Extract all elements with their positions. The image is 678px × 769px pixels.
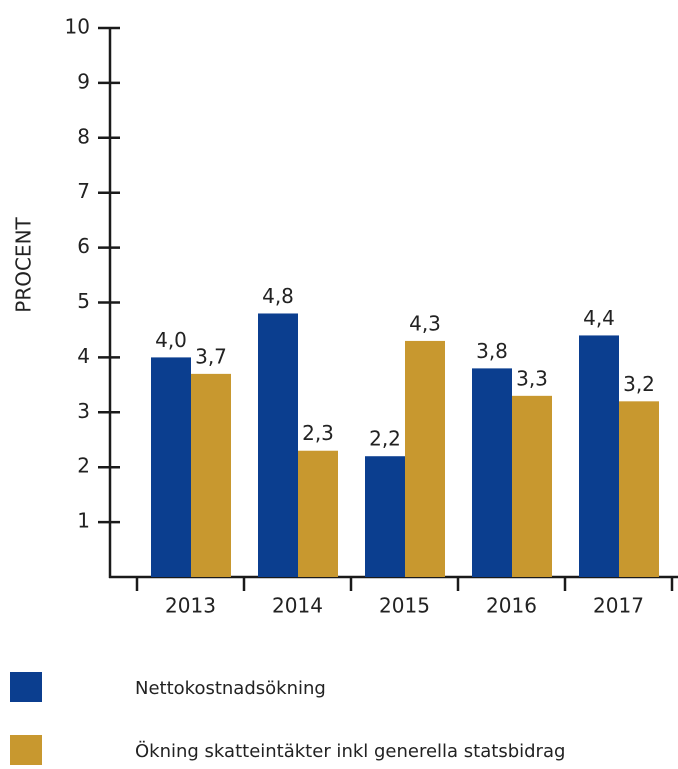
value-label: 2,2 — [369, 427, 401, 451]
legend-swatch — [10, 735, 42, 765]
y-tick-label: 10 — [65, 15, 90, 39]
x-tick-label: 2013 — [165, 594, 216, 618]
x-tick-label: 2016 — [486, 594, 537, 618]
bar — [579, 335, 619, 577]
y-tick-label: 1 — [77, 509, 90, 533]
value-label: 4,8 — [262, 284, 294, 308]
value-label: 4,4 — [583, 306, 615, 330]
bar — [512, 395, 552, 577]
legend-label: Nettokostnadsökning — [135, 678, 326, 699]
bar — [298, 450, 338, 577]
legend-label: Ökning skatteintäkter inkl generella sta… — [135, 740, 565, 762]
bar — [258, 313, 298, 577]
y-tick-label: 4 — [77, 344, 90, 368]
value-label: 3,2 — [623, 372, 655, 396]
x-tick-label: 2014 — [272, 594, 323, 618]
y-tick-label: 3 — [77, 399, 90, 423]
bar — [472, 368, 512, 577]
value-label: 3,8 — [476, 339, 508, 363]
bar — [619, 401, 659, 577]
y-tick-label: 9 — [77, 69, 90, 93]
y-tick-label: 6 — [77, 234, 90, 258]
y-tick-label: 8 — [77, 124, 90, 148]
y-axis-label: PROCENT — [12, 216, 36, 312]
x-tick-label: 2015 — [379, 594, 430, 618]
value-label: 2,3 — [302, 421, 334, 445]
y-tick-label: 2 — [77, 454, 90, 478]
legend-swatch — [10, 672, 42, 702]
y-tick-label: 7 — [77, 179, 90, 203]
value-label: 4,3 — [409, 311, 441, 335]
x-tick-label: 2017 — [593, 594, 644, 618]
y-tick-label: 5 — [77, 289, 90, 313]
bar — [405, 340, 445, 577]
bar — [151, 357, 191, 577]
value-label: 3,3 — [516, 366, 548, 390]
bar — [365, 456, 405, 577]
bar — [191, 373, 231, 577]
value-label: 4,0 — [155, 328, 187, 352]
value-label: 3,7 — [195, 344, 227, 368]
